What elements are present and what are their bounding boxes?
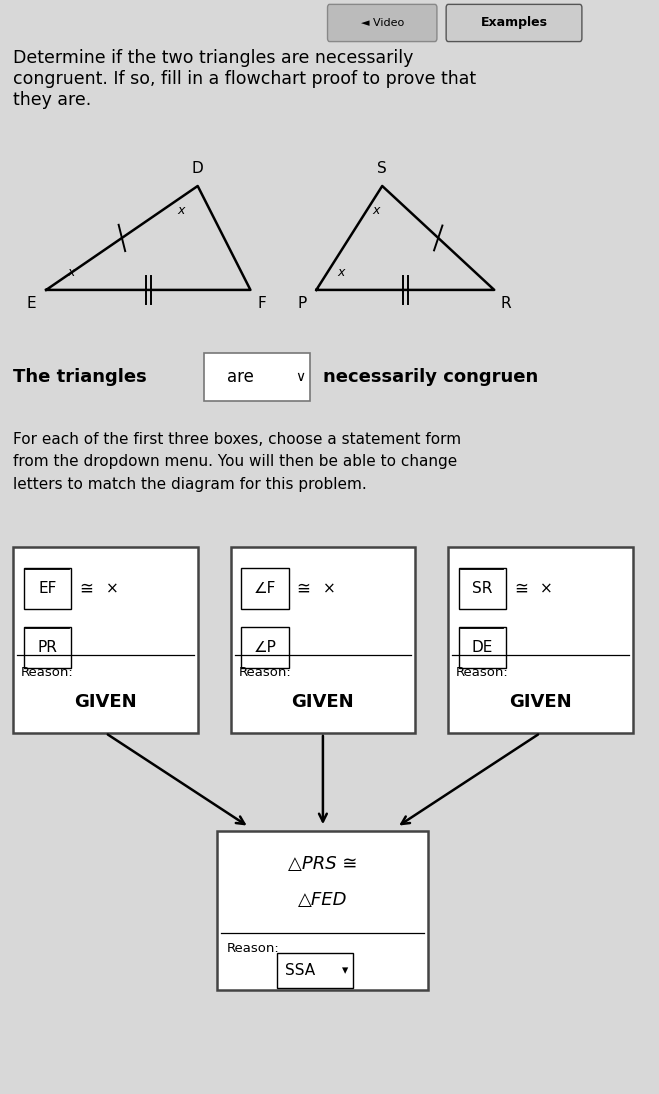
Text: SR: SR (473, 581, 492, 596)
Text: ≅: ≅ (514, 580, 528, 597)
Text: ×: × (323, 581, 335, 596)
FancyBboxPatch shape (277, 953, 353, 988)
Text: x: x (67, 266, 75, 279)
Text: x: x (337, 266, 345, 279)
Text: The triangles: The triangles (13, 369, 147, 386)
FancyBboxPatch shape (204, 353, 310, 401)
Text: D: D (192, 161, 204, 176)
FancyBboxPatch shape (446, 4, 582, 42)
Text: ≅: ≅ (79, 580, 93, 597)
Text: S: S (378, 161, 387, 176)
Text: GIVEN: GIVEN (74, 694, 137, 711)
Text: ∨: ∨ (295, 371, 305, 384)
Text: Reason:: Reason: (456, 666, 509, 678)
Text: R: R (501, 295, 511, 311)
Text: ≅: ≅ (297, 580, 310, 597)
FancyBboxPatch shape (24, 627, 71, 668)
Text: Reason:: Reason: (21, 666, 74, 678)
FancyBboxPatch shape (459, 568, 506, 609)
Text: Reason:: Reason: (239, 666, 291, 678)
Text: For each of the first three boxes, choose a statement form
from the dropdown men: For each of the first three boxes, choos… (13, 432, 461, 491)
FancyBboxPatch shape (24, 568, 71, 609)
Text: F: F (258, 295, 267, 311)
Text: Examples: Examples (480, 16, 548, 30)
FancyBboxPatch shape (459, 627, 506, 668)
FancyBboxPatch shape (241, 627, 289, 668)
FancyBboxPatch shape (241, 568, 289, 609)
FancyBboxPatch shape (328, 4, 437, 42)
FancyBboxPatch shape (13, 547, 198, 733)
Text: x: x (177, 203, 185, 217)
Text: are: are (227, 369, 254, 386)
Text: EF: EF (38, 581, 57, 596)
Text: ×: × (105, 581, 118, 596)
Text: SSA: SSA (285, 963, 315, 978)
Text: Reason:: Reason: (227, 942, 279, 955)
Text: GIVEN: GIVEN (509, 694, 572, 711)
Text: Determine if the two triangles are necessarily
congruent. If so, fill in a flowc: Determine if the two triangles are neces… (13, 49, 476, 108)
Text: PR: PR (38, 640, 57, 655)
Text: △FED: △FED (298, 892, 348, 909)
Text: ∠P: ∠P (254, 640, 276, 655)
Text: ▾: ▾ (341, 964, 348, 977)
Text: P: P (297, 295, 306, 311)
Text: DE: DE (472, 640, 493, 655)
Text: ◄ Video: ◄ Video (360, 18, 404, 28)
Text: E: E (27, 295, 36, 311)
Text: ∠F: ∠F (254, 581, 276, 596)
Text: GIVEN: GIVEN (291, 694, 355, 711)
FancyBboxPatch shape (448, 547, 633, 733)
Text: △PRS ≅: △PRS ≅ (288, 856, 358, 873)
Text: x: x (372, 203, 380, 217)
Text: ×: × (540, 581, 553, 596)
FancyBboxPatch shape (217, 831, 428, 990)
Text: necessarily congruen: necessarily congruen (323, 369, 538, 386)
FancyBboxPatch shape (231, 547, 415, 733)
